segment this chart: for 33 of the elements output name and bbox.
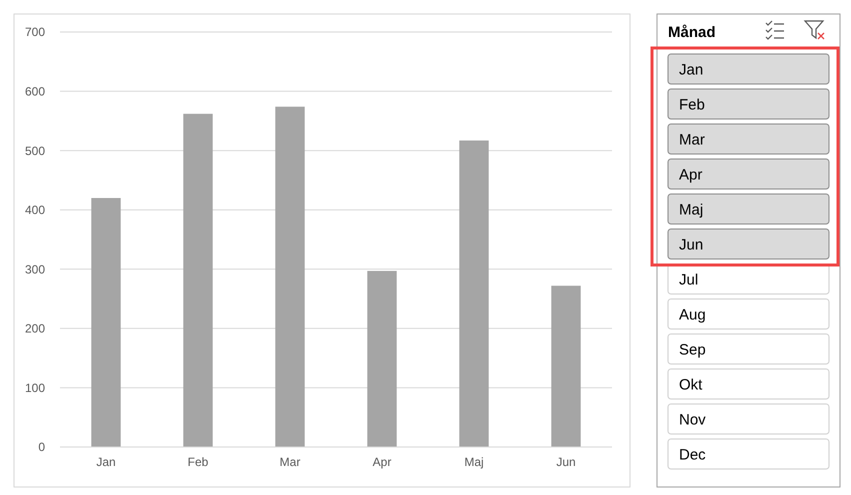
x-tick-label: Jun (556, 455, 576, 469)
category-label: Maj (679, 201, 704, 218)
category-label: Nov (679, 411, 706, 428)
y-tick-label: 300 (24, 262, 46, 276)
y-tick-label: 600 (24, 84, 46, 98)
bar (551, 286, 581, 447)
category-label: Mar (679, 131, 705, 148)
category-label: Jul (679, 271, 698, 288)
y-tick-label: 0 (38, 440, 46, 454)
bar (367, 270, 397, 447)
bar (183, 114, 213, 447)
y-tick-label: 700 (24, 25, 46, 40)
category-label: Dec (679, 446, 706, 464)
x-tick-label: Mar (280, 455, 300, 469)
y-tick-label: 500 (24, 144, 46, 158)
x-tick-label: Jan (96, 455, 116, 469)
category-label: Aug (679, 306, 706, 324)
y-tick-label: 400 (24, 203, 46, 218)
category-label: Jun (679, 236, 704, 254)
bar (91, 198, 121, 447)
bar (459, 140, 489, 447)
bar (275, 106, 305, 447)
x-tick-label: Feb (188, 455, 209, 469)
category-label: Sep (679, 341, 706, 358)
x-tick-label: Apr (372, 455, 392, 469)
y-tick-label: 200 (24, 322, 46, 336)
category-label: Apr (679, 166, 702, 184)
x-tick-label: Maj (464, 455, 484, 469)
category-label: Jan (679, 61, 704, 78)
category-label: Feb (679, 96, 705, 114)
y-tick-label: 100 (24, 380, 46, 395)
text: Månad (668, 24, 716, 41)
category-label: Okt (679, 376, 704, 394)
